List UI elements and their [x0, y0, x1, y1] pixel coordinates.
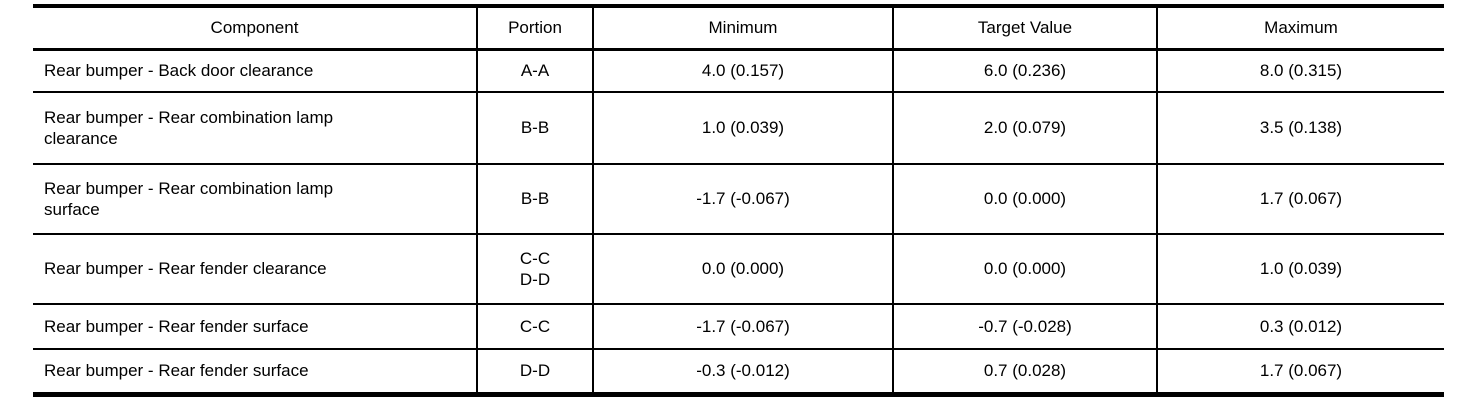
maximum-cell: 3.5 (0.138): [1156, 92, 1444, 165]
table-row: Rear bumper - Rear combination lamp clea…: [33, 92, 1444, 165]
column-header-portion: Portion: [476, 6, 593, 51]
maximum-cell: 1.7 (0.067): [1156, 349, 1444, 394]
target-value-cell: 6.0 (0.236): [892, 49, 1157, 93]
clearance-spec-table-container: Component Portion Minimum Target Value M…: [33, 4, 1444, 397]
component-cell: Rear bumper - Rear combination lamp clea…: [33, 92, 477, 165]
component-cell: Rear bumper - Rear fender clearance: [33, 234, 477, 305]
clearance-spec-table: Component Portion Minimum Target Value M…: [33, 4, 1444, 397]
portion-cell: A-A: [476, 49, 593, 93]
maximum-cell: 0.3 (0.012): [1156, 304, 1444, 350]
target-value-cell: 0.7 (0.028): [892, 349, 1157, 394]
portion-cell: C-C D-D: [476, 234, 593, 305]
component-cell: Rear bumper - Back door clearance: [33, 49, 477, 93]
table-row: Rear bumper - Rear fender clearance C-C …: [33, 234, 1444, 305]
portion-cell: B-B: [476, 92, 593, 165]
maximum-cell: 1.0 (0.039): [1156, 234, 1444, 305]
column-header-component: Component: [33, 6, 477, 51]
column-header-maximum: Maximum: [1156, 6, 1444, 51]
table-row: Rear bumper - Rear fender surface D-D -0…: [33, 349, 1444, 394]
target-value-cell: -0.7 (-0.028): [892, 304, 1157, 350]
table-row: Rear bumper - Back door clearance A-A 4.…: [33, 49, 1444, 93]
component-cell: Rear bumper - Rear fender surface: [44, 361, 309, 381]
component-cell: Rear bumper - Rear fender surface: [33, 304, 477, 350]
column-header-minimum: Minimum: [592, 6, 893, 51]
column-header-target-value: Target Value: [892, 6, 1157, 51]
minimum-cell: 0.0 (0.000): [592, 234, 893, 305]
minimum-cell: 4.0 (0.157): [592, 49, 893, 93]
table-row: Rear bumper - Rear combination lamp surf…: [33, 164, 1444, 235]
portion-cell: B-B: [476, 164, 593, 235]
target-value-cell: 2.0 (0.079): [892, 92, 1157, 165]
target-value-cell: 0.0 (0.000): [892, 164, 1157, 235]
minimum-cell: 1.0 (0.039): [592, 92, 893, 165]
minimum-cell: -1.7 (-0.067): [592, 304, 893, 350]
maximum-cell: 1.7 (0.067): [1156, 164, 1444, 235]
header-row: Component Portion Minimum Target Value M…: [33, 6, 1444, 51]
target-value-cell: 0.0 (0.000): [892, 234, 1157, 305]
portion-cell: D-D: [476, 349, 593, 394]
portion-cell: C-C: [476, 304, 593, 350]
component-cell: Rear bumper - Rear combination lamp surf…: [33, 164, 477, 235]
minimum-cell: -0.3 (-0.012): [592, 349, 893, 394]
table-row: Rear bumper - Rear fender surface C-C -1…: [33, 304, 1444, 350]
maximum-cell: 8.0 (0.315): [1156, 49, 1444, 93]
minimum-cell: -1.7 (-0.067): [592, 164, 893, 235]
